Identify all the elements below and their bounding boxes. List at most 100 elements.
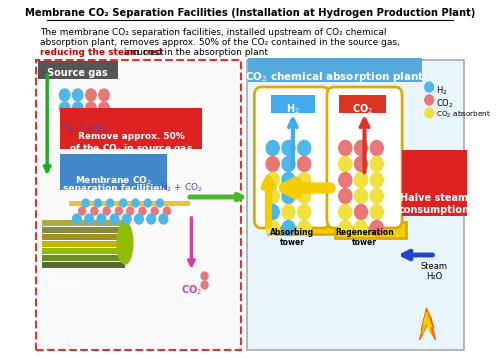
Circle shape	[120, 199, 126, 207]
Circle shape	[338, 221, 352, 236]
Text: H$_2$: H$_2$	[286, 102, 300, 116]
Circle shape	[370, 173, 384, 188]
Circle shape	[370, 156, 384, 171]
FancyBboxPatch shape	[327, 87, 402, 228]
Text: Source: Source	[47, 272, 69, 277]
FancyBboxPatch shape	[42, 262, 125, 268]
Text: of the CO$_2$ in source gas: of the CO$_2$ in source gas	[69, 142, 193, 155]
Text: H$_2$: H$_2$	[436, 84, 448, 97]
FancyBboxPatch shape	[42, 248, 125, 254]
Text: separation facilities: separation facilities	[62, 184, 164, 193]
Text: CO$_2$ absorbent: CO$_2$ absorbent	[436, 110, 492, 120]
Circle shape	[126, 207, 134, 215]
Circle shape	[370, 221, 384, 236]
Circle shape	[298, 221, 311, 236]
Circle shape	[164, 207, 170, 215]
Circle shape	[60, 89, 70, 101]
FancyBboxPatch shape	[42, 227, 125, 233]
Circle shape	[266, 156, 280, 171]
FancyBboxPatch shape	[36, 60, 242, 350]
Circle shape	[282, 221, 295, 236]
Circle shape	[338, 189, 352, 203]
Text: CO$_2$ chemical absorption plant: CO$_2$ chemical absorption plant	[245, 70, 424, 84]
Circle shape	[122, 214, 131, 224]
Circle shape	[266, 189, 280, 203]
Circle shape	[338, 204, 352, 219]
Text: Regeneration
tower: Regeneration tower	[335, 228, 394, 247]
FancyBboxPatch shape	[335, 222, 406, 238]
FancyBboxPatch shape	[248, 58, 422, 82]
FancyBboxPatch shape	[42, 255, 125, 261]
Text: Membrane CO$_2$: Membrane CO$_2$	[75, 174, 152, 187]
FancyBboxPatch shape	[254, 87, 330, 228]
Circle shape	[201, 281, 208, 289]
Circle shape	[147, 214, 156, 224]
Circle shape	[338, 173, 352, 188]
Polygon shape	[422, 312, 431, 334]
Circle shape	[370, 189, 384, 203]
Circle shape	[156, 199, 164, 207]
Circle shape	[298, 189, 311, 203]
FancyBboxPatch shape	[402, 150, 467, 216]
Circle shape	[282, 204, 295, 219]
Circle shape	[282, 189, 295, 203]
Circle shape	[144, 199, 151, 207]
Circle shape	[425, 95, 434, 105]
Circle shape	[91, 207, 98, 215]
Circle shape	[298, 156, 311, 171]
FancyBboxPatch shape	[60, 154, 167, 190]
Circle shape	[338, 156, 352, 171]
Circle shape	[103, 207, 110, 215]
Circle shape	[139, 207, 146, 215]
FancyBboxPatch shape	[248, 60, 464, 350]
Circle shape	[82, 199, 89, 207]
Circle shape	[110, 214, 119, 224]
Circle shape	[338, 140, 352, 155]
Circle shape	[94, 199, 102, 207]
Text: Membrane CO₂ Separation Facilities (Installation at Hydrogen Production Plant): Membrane CO₂ Separation Facilities (Inst…	[25, 8, 475, 18]
Circle shape	[266, 221, 280, 236]
FancyBboxPatch shape	[339, 95, 386, 113]
FancyBboxPatch shape	[38, 61, 118, 79]
FancyBboxPatch shape	[69, 201, 190, 206]
Text: Remove approx. 50%: Remove approx. 50%	[78, 132, 184, 141]
Circle shape	[298, 140, 311, 155]
Circle shape	[425, 82, 434, 92]
Circle shape	[86, 102, 96, 114]
Circle shape	[282, 173, 295, 188]
Circle shape	[106, 199, 114, 207]
Circle shape	[298, 204, 311, 219]
Circle shape	[99, 102, 109, 114]
Circle shape	[354, 156, 368, 171]
Text: H$_2$ + CO$_2$: H$_2$ + CO$_2$	[60, 121, 107, 135]
Circle shape	[266, 140, 280, 155]
Circle shape	[298, 173, 311, 188]
Text: Halve steam
consumption: Halve steam consumption	[399, 193, 470, 214]
Circle shape	[425, 108, 434, 118]
Text: The membrane CO₂ separation facilities, installed upstream of CO₂ chemical: The membrane CO₂ separation facilities, …	[40, 28, 387, 37]
Ellipse shape	[67, 192, 194, 228]
Circle shape	[132, 199, 139, 207]
FancyBboxPatch shape	[268, 218, 398, 234]
Circle shape	[116, 207, 122, 215]
Circle shape	[370, 140, 384, 155]
Text: CO$_2$: CO$_2$	[436, 97, 454, 110]
Text: CO$_2$: CO$_2$	[181, 283, 202, 297]
FancyBboxPatch shape	[60, 108, 202, 149]
Text: H$_2$ + CO$_2$: H$_2$ + CO$_2$	[160, 181, 204, 194]
Circle shape	[370, 204, 384, 219]
FancyBboxPatch shape	[42, 234, 125, 240]
Circle shape	[78, 207, 86, 215]
Text: Membrane: Membrane	[47, 280, 81, 285]
Circle shape	[354, 189, 368, 203]
Circle shape	[86, 89, 96, 101]
Text: Steam
H₂O: Steam H₂O	[421, 262, 448, 281]
Circle shape	[354, 204, 368, 219]
FancyBboxPatch shape	[42, 241, 125, 247]
Text: absorption plant, removes approx. 50% of the CO₂ contained in the source gas,: absorption plant, removes approx. 50% of…	[40, 38, 400, 47]
Circle shape	[85, 214, 94, 224]
Text: reducing the steam cost: reducing the steam cost	[40, 48, 164, 57]
Circle shape	[151, 207, 158, 215]
Text: Absorbing
tower: Absorbing tower	[270, 228, 314, 247]
Circle shape	[282, 140, 295, 155]
